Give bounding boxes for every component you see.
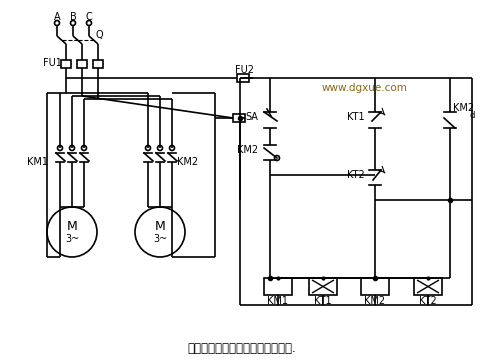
Text: C: C [85, 12, 92, 22]
Text: KM1: KM1 [27, 157, 48, 167]
Text: A: A [54, 12, 60, 22]
Bar [233, 114, 245, 122]
Bar [237, 74, 249, 82]
Text: KT1: KT1 [314, 296, 332, 306]
Bar [264, 278, 292, 295]
Text: KT1: KT1 [347, 112, 365, 122]
Text: www.dgxue.com: www.dgxue.com [322, 83, 408, 93]
Text: KT2: KT2 [419, 296, 437, 306]
Text: KM2: KM2 [365, 296, 385, 306]
Text: 3~: 3~ [153, 234, 167, 244]
Text: M: M [155, 221, 165, 233]
Text: KM1: KM1 [268, 296, 288, 306]
Text: KM2: KM2 [177, 157, 198, 167]
Text: KT2: KT2 [347, 170, 365, 180]
Bar [414, 278, 442, 295]
Bar [361, 278, 389, 295]
Text: 3~: 3~ [65, 234, 79, 244]
Bar [77, 60, 87, 68]
Text: KM2: KM2 [453, 103, 474, 113]
Text: KM2: KM2 [237, 145, 258, 155]
Text: FU1: FU1 [43, 58, 61, 68]
Text: B: B [70, 12, 76, 22]
Text: SA: SA [245, 112, 258, 122]
Bar [93, 60, 103, 68]
Bar [61, 60, 71, 68]
Text: 两台电动机交替工作控制电路接线.: 两台电动机交替工作控制电路接线. [187, 341, 297, 355]
Text: Q: Q [95, 30, 103, 40]
Bar [309, 278, 337, 295]
Text: FU2: FU2 [236, 65, 255, 75]
Text: d: d [469, 111, 475, 119]
Text: M: M [67, 221, 77, 233]
